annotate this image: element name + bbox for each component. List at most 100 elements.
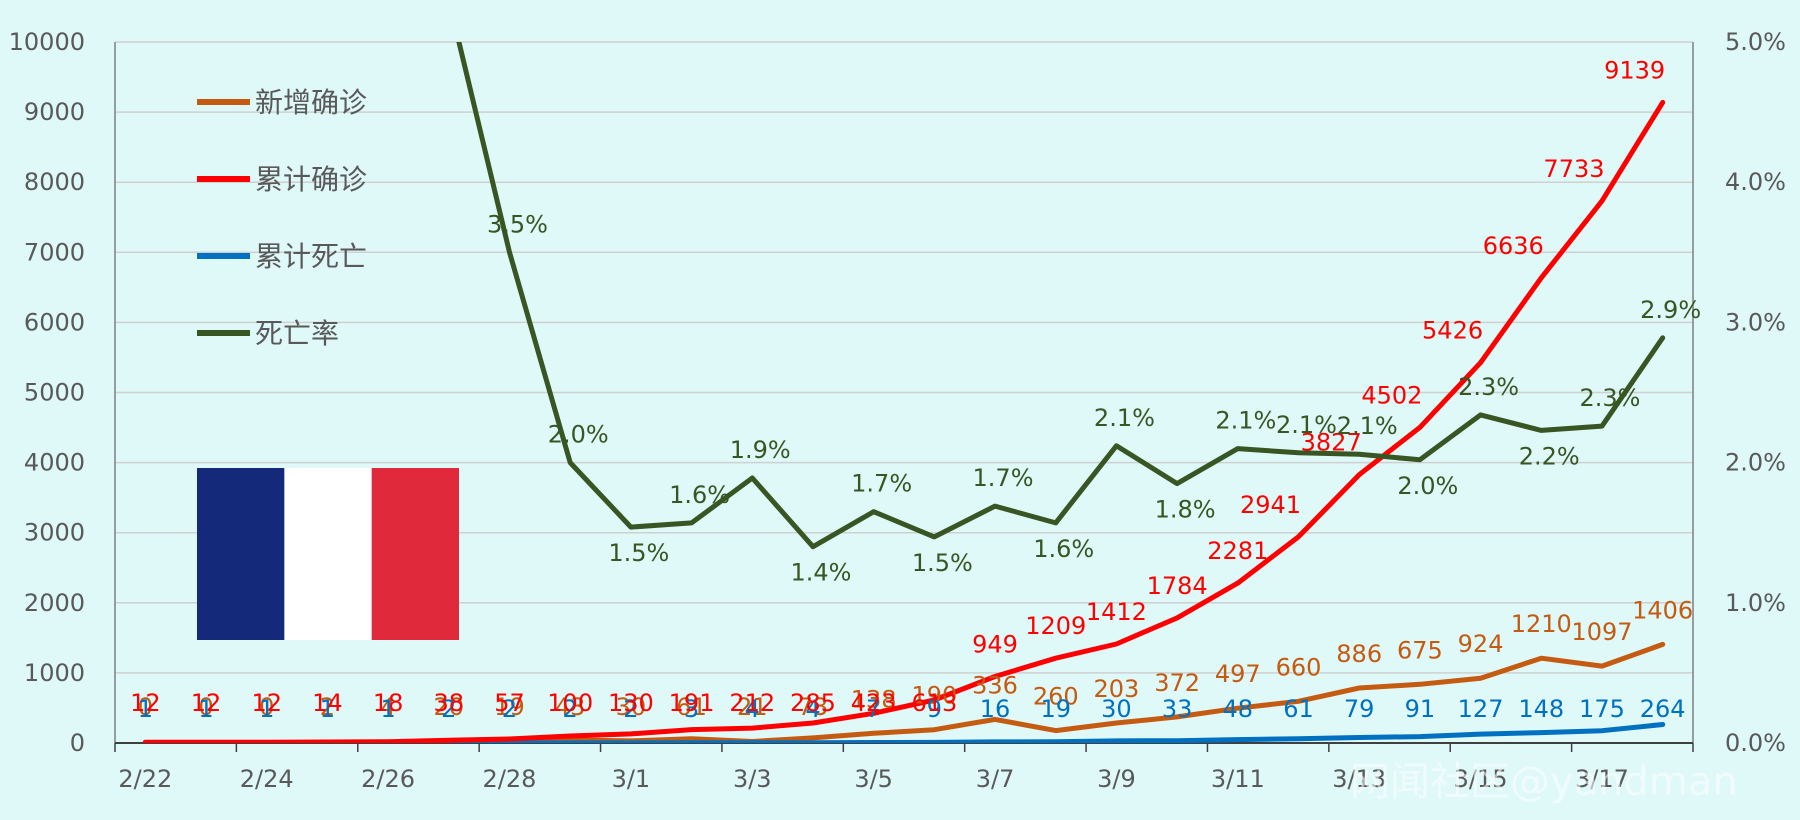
data-label: 675 (1397, 636, 1443, 664)
x-tick-label: 3/15 (1454, 765, 1508, 793)
y-right-tick-label: 5.0% (1725, 28, 1786, 56)
data-label: 924 (1458, 630, 1504, 658)
data-label: 14 (312, 689, 343, 717)
data-label: 190 (911, 682, 957, 710)
data-label: 4 (380, 693, 395, 721)
data-labels: 0 0 0 2 4 20 19 43 30 61 21 73 138 190 336 260 203 372 497… (130, 56, 1701, 723)
data-label: 4 (745, 695, 760, 723)
data-label: 949 (972, 630, 1018, 658)
data-label: 1 (138, 695, 153, 723)
x-tick-label: 3/17 (1575, 765, 1629, 793)
data-label: 91 (1405, 695, 1436, 723)
data-label: 20 (434, 693, 465, 721)
y-right-tick-label: 3.0% (1725, 308, 1786, 336)
data-label: 16 (980, 695, 1011, 723)
data-label: 1 (198, 695, 213, 723)
data-label: 9 (927, 695, 942, 723)
y-left-tick-label: 6000 (24, 308, 85, 336)
x-tick-label: 3/1 (612, 765, 651, 793)
data-label: 127 (1458, 695, 1504, 723)
data-label: 48 (1223, 695, 1254, 723)
y-left-tick-label: 3000 (24, 519, 85, 547)
data-label: 43 (555, 693, 586, 721)
flag-stripe (284, 468, 373, 640)
data-label: 2.2% (1519, 442, 1580, 470)
data-label: 57 (494, 689, 525, 717)
data-label: 7 (866, 695, 881, 723)
y-left-tick-label: 4000 (24, 449, 85, 477)
data-label: 1 (380, 695, 395, 723)
data-label: 1 (259, 695, 274, 723)
france-flag-icon (197, 468, 459, 640)
x-tick-label: 3/3 (733, 765, 772, 793)
data-label: 1097 (1571, 618, 1632, 646)
y-right-tick-label: 4.0% (1725, 168, 1786, 196)
data-label: 372 (1154, 669, 1200, 697)
data-label: 19 (494, 693, 525, 721)
data-label: 1 (320, 695, 335, 723)
data-label: 2 (441, 695, 456, 723)
data-label: 2.3% (1579, 384, 1640, 412)
data-label: 4 (805, 695, 820, 723)
data-label: 33 (1162, 695, 1193, 723)
data-label: 138 (851, 685, 897, 713)
data-label: 7733 (1543, 155, 1604, 183)
y-left-tick-label: 1000 (24, 659, 85, 687)
data-label: 264 (1640, 695, 1686, 723)
data-label: 2.0% (548, 421, 609, 449)
y-right-tick-label: 2.0% (1725, 449, 1786, 477)
y-left-tick-label: 9000 (24, 98, 85, 126)
data-label: 2941 (1240, 491, 1301, 519)
x-tick-label: 3/9 (1097, 765, 1136, 793)
x-tick-label: 3/5 (854, 765, 893, 793)
x-tick-label: 2/24 (240, 765, 294, 793)
data-label: 6636 (1483, 232, 1544, 260)
x-tick-label: 2/28 (483, 765, 537, 793)
data-label: 9139 (1604, 56, 1665, 84)
data-label: 1209 (1025, 612, 1086, 640)
legend-label: 死亡率 (255, 317, 339, 350)
data-label: 2.0% (1397, 472, 1458, 500)
legend-label: 累计确诊 (255, 163, 367, 196)
data-label: 100 (547, 689, 593, 717)
data-label: 203 (1094, 675, 1140, 703)
data-label: 1.5% (608, 539, 669, 567)
data-label: 175 (1579, 695, 1625, 723)
data-label: 3 (684, 695, 699, 723)
legend-label: 累计死亡 (255, 240, 367, 273)
data-label: 1.9% (730, 436, 791, 464)
y-left-tick-label: 10000 (9, 28, 85, 56)
data-label: 212 (729, 689, 775, 717)
data-label: 0 (259, 693, 274, 721)
y-left-tick-label: 5000 (24, 379, 85, 407)
data-label: 3.5% (487, 210, 548, 238)
data-label: 1.7% (851, 470, 912, 498)
data-label: 21 (737, 693, 768, 721)
x-tick-label: 2/26 (361, 765, 415, 793)
data-label: 613 (911, 689, 957, 717)
data-label: 3827 (1301, 429, 1362, 457)
x-tick-label: 3/7 (976, 765, 1015, 793)
data-label: 2281 (1207, 537, 1268, 565)
data-label: 285 (790, 689, 836, 717)
data-label: 2.1% (1094, 404, 1155, 432)
data-label: 2 (320, 693, 335, 721)
data-label: 79 (1344, 695, 1375, 723)
data-label: 260 (1033, 683, 1079, 711)
data-label: 191 (669, 689, 715, 717)
data-label: 73 (798, 693, 829, 721)
data-label: 1.5% (912, 549, 973, 577)
data-label: 2.1% (1276, 411, 1337, 439)
data-label: 886 (1336, 640, 1382, 668)
data-label: 336 (972, 671, 1018, 699)
data-label: 1784 (1147, 572, 1208, 600)
data-label: 2.1% (1215, 407, 1276, 435)
data-label: 148 (1518, 695, 1564, 723)
x-tick-label: 2/22 (118, 765, 172, 793)
data-label: 0 (198, 693, 213, 721)
data-label: 2 (563, 695, 578, 723)
data-label: 0 (138, 693, 153, 721)
flag-stripe (197, 468, 286, 640)
